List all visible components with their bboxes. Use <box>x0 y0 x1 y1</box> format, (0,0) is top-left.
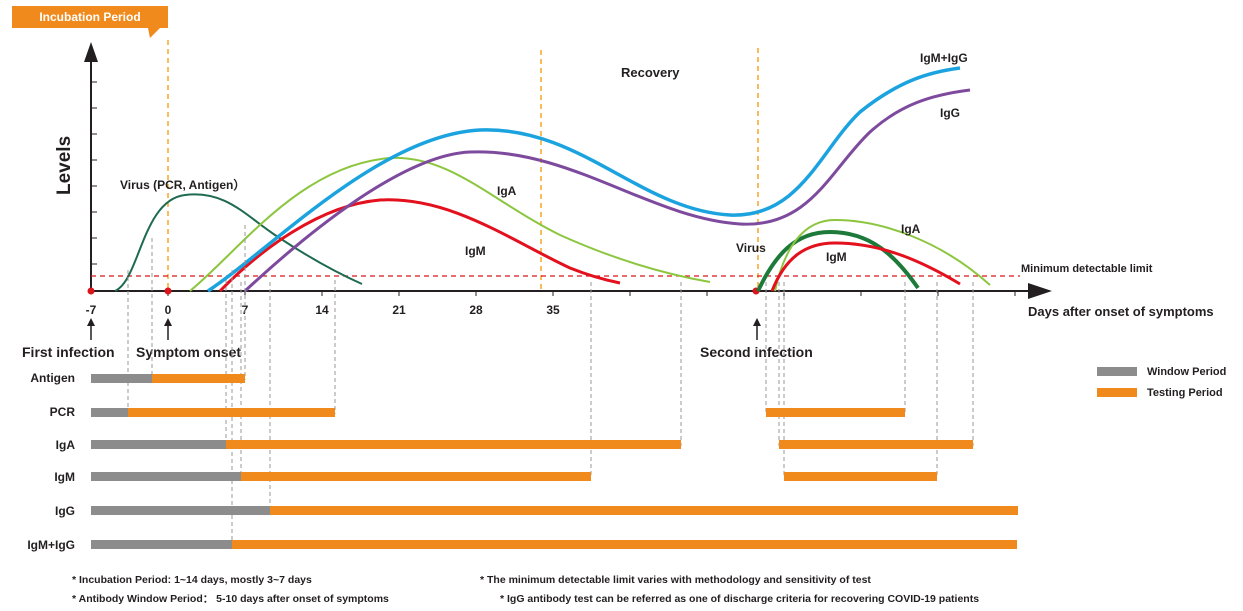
second-infection-label: Second infection <box>700 344 813 360</box>
period-drop-lines <box>127 225 974 546</box>
igm-curve <box>218 198 621 293</box>
note-detectable-limit: * The minimum detectable limit varies wi… <box>480 574 871 586</box>
y-axis-label: Levels <box>54 136 75 195</box>
phase-guides <box>167 40 759 291</box>
curves-second-infection <box>756 218 991 292</box>
row-label-antigen: Antigen <box>30 371 75 385</box>
period-bars <box>91 374 1018 549</box>
tick-label: 35 <box>546 303 560 317</box>
min-limit-label: Minimum detectable limit <box>1021 263 1153 275</box>
x-axis: -7 0 7 14 21 28 35 Days after onset of s… <box>86 283 1214 319</box>
tick-label: 14 <box>315 303 329 317</box>
legend-window-label: Window Period <box>1147 366 1226 378</box>
virus2-curve <box>756 229 920 292</box>
incubation-badge-text: Incubation Period <box>39 10 140 24</box>
igm-label: IgM <box>465 244 486 258</box>
virus-curve <box>114 193 363 292</box>
row-label-igg: IgG <box>55 504 75 518</box>
igg-label: IgG <box>940 106 960 120</box>
igm2-label: IgM <box>826 250 847 264</box>
curves-first-infection <box>114 66 971 293</box>
iga-window-bar <box>91 440 226 449</box>
iga-label: IgA <box>497 184 517 198</box>
igm-igg-testing-bar <box>232 540 1017 549</box>
legend: Window Period Testing Period <box>1097 366 1226 399</box>
symptom-onset-label: Symptom onset <box>136 344 241 360</box>
first-infection-label: First infection <box>22 344 115 360</box>
symptom-onset-arrow-icon <box>164 318 172 326</box>
tick-label: 0 <box>165 303 172 317</box>
recovery-label: Recovery <box>621 65 680 80</box>
iga2-label: IgA <box>901 222 921 236</box>
legend-testing-swatch <box>1097 388 1137 397</box>
note-incubation: * Incubation Period: 1~14 days, mostly 3… <box>72 574 312 586</box>
igm-igg-curve <box>207 66 961 293</box>
pcr2-testing-bar <box>766 408 905 417</box>
pcr-window-bar <box>91 408 128 417</box>
virus-label: Virus (PCR, Antigen） <box>120 177 245 192</box>
iga-testing-bar <box>226 440 681 449</box>
igg-curve <box>243 88 971 293</box>
legend-testing-label: Testing Period <box>1147 387 1223 399</box>
igm-igg-label: IgM+IgG <box>920 51 968 65</box>
tick-label: 21 <box>392 303 406 317</box>
y-axis-arrow-icon <box>84 42 98 62</box>
igg-window-bar <box>91 506 270 515</box>
row-label-pcr: PCR <box>50 405 76 419</box>
antigen-window-bar <box>91 374 152 383</box>
igm2-curve <box>770 241 961 292</box>
x-axis-label: Days after onset of symptoms <box>1028 304 1214 319</box>
virus2-label: Virus <box>736 241 766 255</box>
x-axis-arrow-icon <box>1028 283 1052 299</box>
event-markers <box>87 287 761 340</box>
note-antibody-window: * Antibody Window Period： 5-10 days afte… <box>72 593 389 605</box>
row-label-igm: IgM <box>54 470 75 484</box>
igm2-testing-bar <box>784 472 937 481</box>
igm-window-bar <box>91 472 241 481</box>
y-axis: Levels <box>54 42 98 292</box>
tick-label: 28 <box>469 303 483 317</box>
igm-testing-bar <box>241 472 591 481</box>
legend-window-swatch <box>1097 367 1137 376</box>
iga2-curve <box>774 218 991 292</box>
tick-label: -7 <box>86 303 97 317</box>
first-infection-arrow-icon <box>87 318 95 326</box>
iga-curve <box>189 156 711 292</box>
row-label-iga: IgA <box>56 438 76 452</box>
row-label-igm-igg: IgM+IgG <box>27 538 75 552</box>
pcr-testing-bar <box>128 408 335 417</box>
incubation-period-badge: Incubation Period <box>12 6 168 38</box>
second-infection-arrow-icon <box>753 318 761 326</box>
note-igg-discharge: * IgG antibody test can be referred as o… <box>500 593 979 605</box>
igm-igg-window-bar <box>91 540 232 549</box>
antigen-testing-bar <box>152 374 245 383</box>
igg-testing-bar <box>270 506 1018 515</box>
iga2-testing-bar <box>779 440 973 449</box>
